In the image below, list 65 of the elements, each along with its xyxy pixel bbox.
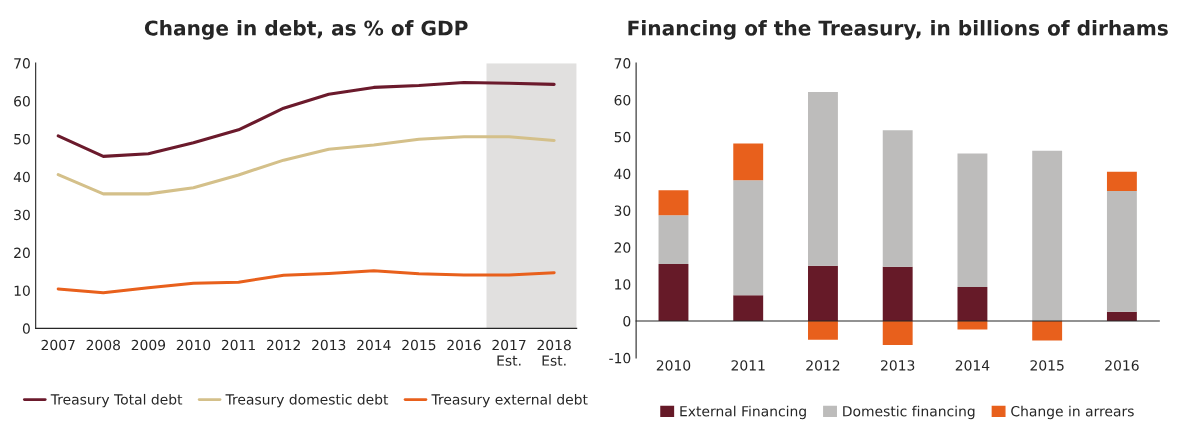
- y-tick-label: 10: [14, 285, 30, 296]
- legend-label: Treasury domestic debt: [225, 393, 389, 408]
- x-tick-label: 2013: [881, 360, 915, 371]
- x-tick-label: 2008: [86, 339, 121, 351]
- line-series: [56, 80, 556, 158]
- x-tick-label: 2016: [1105, 360, 1139, 371]
- bar: [882, 130, 913, 267]
- y-tick-label: 30: [614, 205, 631, 216]
- bar: [808, 265, 838, 322]
- y-tick-label: 70: [614, 58, 631, 69]
- y-tick-label: 40: [13, 171, 30, 183]
- y-tick-label: 10: [615, 279, 631, 290]
- chart-title: Change in debt, as % of GDP: [144, 20, 468, 40]
- y-tick-label: 50: [14, 133, 30, 145]
- bar: [658, 190, 689, 216]
- y-tick-label: 60: [14, 96, 30, 107]
- chart-title: Financing of the Treasury, in billions of dirhams: [628, 20, 1168, 40]
- x-tick-label: 2017 Est.: [492, 339, 526, 366]
- y-tick-label: 70: [14, 58, 30, 69]
- x-tick-label: 2007: [41, 339, 75, 351]
- x-tick-label: 2014: [955, 360, 990, 371]
- y-tick-label: 0: [623, 315, 631, 327]
- bar: [1106, 171, 1137, 191]
- x-tick-label: 2012: [266, 339, 300, 351]
- bar: [658, 215, 689, 264]
- x-tick-label: 2011: [731, 360, 765, 371]
- x-tick-label: 2011: [221, 339, 255, 351]
- x-tick-label: 2016: [447, 339, 481, 351]
- bar: [733, 143, 764, 181]
- y-tick-label: 60: [614, 94, 631, 106]
- x-tick-label: 2012: [806, 360, 840, 371]
- legend-label: Treasury Total debt: [50, 393, 183, 408]
- x-tick-label: 2015: [402, 339, 436, 351]
- legend-label: Domestic financing: [843, 405, 975, 420]
- bar: [808, 91, 838, 266]
- x-tick-label: 2010: [656, 360, 691, 371]
- x-tick-label: 2013: [312, 339, 346, 351]
- legend-label: Change in arrears: [1011, 405, 1134, 420]
- y-tick-label: 40: [614, 168, 631, 180]
- legend-label: Treasury external debt: [431, 393, 588, 408]
- y-tick-label: 50: [614, 131, 631, 143]
- x-tick-label: 2014: [357, 339, 391, 351]
- x-tick-label: 2018 Est.: [537, 339, 571, 366]
- y-tick-label: 20: [614, 242, 631, 253]
- y-tick-label: -10: [609, 352, 631, 364]
- y-tick-label: 30: [14, 209, 30, 221]
- x-tick-label: 2009: [131, 339, 166, 351]
- bar: [882, 266, 913, 322]
- legend-label: External Financing: [680, 405, 806, 420]
- bar: [658, 263, 689, 322]
- bar: [882, 321, 913, 345]
- bar: [957, 153, 988, 288]
- line-series: [56, 269, 556, 295]
- bar: [733, 295, 764, 322]
- line-series: [56, 135, 556, 196]
- y-tick-label: 20: [14, 247, 30, 259]
- bar: [1106, 190, 1137, 312]
- bar: [733, 180, 764, 296]
- x-tick-label: 2015: [1030, 360, 1064, 371]
- y-tick-label: 0: [22, 323, 30, 334]
- bar: [1032, 150, 1063, 322]
- bar: [1032, 321, 1063, 341]
- bar: [957, 287, 988, 322]
- x-tick-label: 2010: [176, 339, 211, 351]
- bar: [808, 321, 838, 340]
